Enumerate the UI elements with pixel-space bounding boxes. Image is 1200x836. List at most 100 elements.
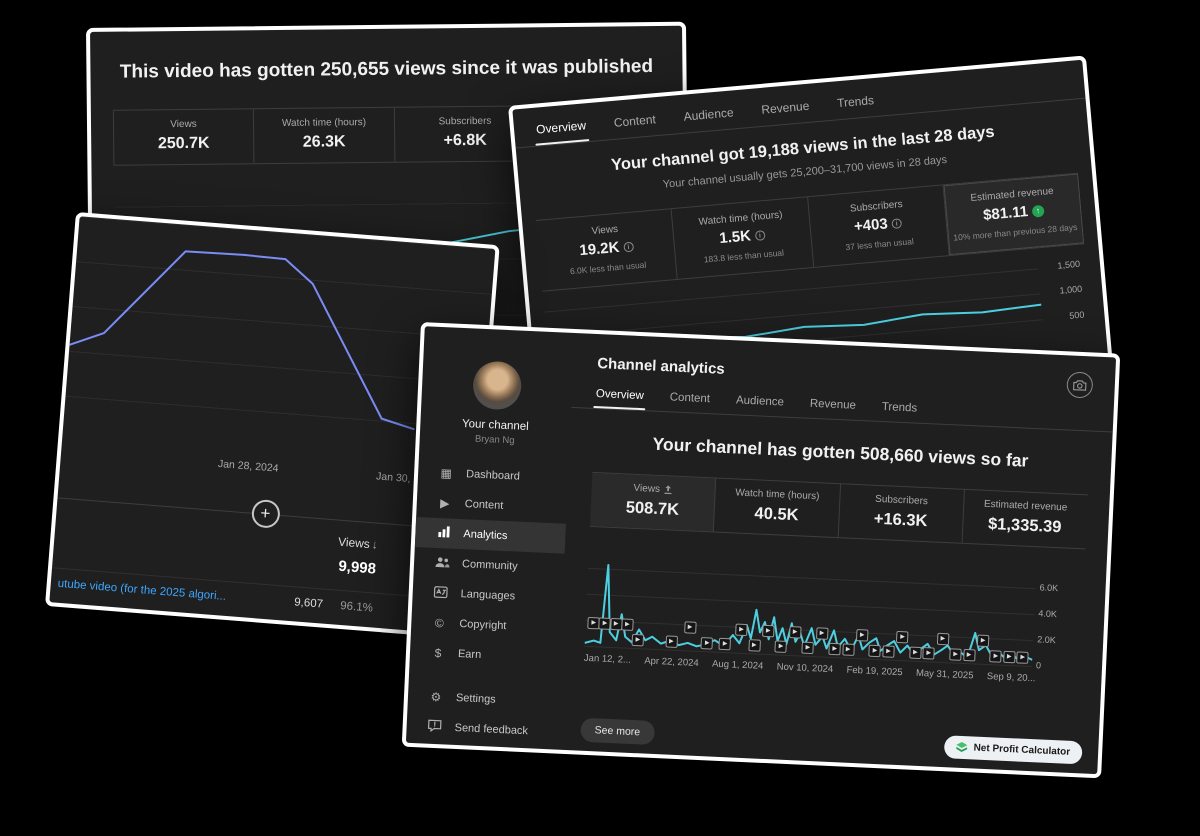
earn-icon: $ xyxy=(434,645,442,661)
video-thumbnail-marker[interactable]: ▶ xyxy=(989,650,1003,663)
y-tick: 2.0K xyxy=(1037,634,1056,646)
metric-watch-time[interactable]: Watch time (hours) 26.3K xyxy=(253,107,396,164)
x-tick: Apr 22, 2024 xyxy=(644,655,699,669)
feedback-icon xyxy=(426,719,443,736)
metric-views[interactable]: Views 508.7K xyxy=(589,472,717,532)
channel-metrics-row: Views 508.7K Watch time (hours) 40.5K Su… xyxy=(589,471,1088,550)
video-thumbnail-marker[interactable]: ▶ xyxy=(1016,651,1029,664)
metric-estimated-revenue[interactable]: Estimated revenue $81.11 ↑ 10% more than … xyxy=(943,173,1085,256)
video-thumbnail-marker[interactable]: ▶ xyxy=(896,630,909,644)
content-icon: ▶ xyxy=(439,496,450,511)
camera-icon xyxy=(1073,379,1087,391)
video-thumbnail-marker[interactable]: ▶ xyxy=(718,637,732,651)
video-thumbnail-marker[interactable]: ▶ xyxy=(801,641,815,655)
community-icon xyxy=(434,555,451,571)
video-thumbnail-marker[interactable]: ▶ xyxy=(868,644,882,658)
sort-descending-icon: ↓ xyxy=(371,537,379,552)
video-thumbnail-marker[interactable]: ▶ xyxy=(747,639,761,652)
sidebar-item-languages[interactable]: Languages xyxy=(412,577,563,614)
create-camera-button[interactable] xyxy=(1066,371,1094,399)
x-tick: Sep 9, 20... xyxy=(986,671,1036,685)
sidebar-menu: ▦ Dashboard ▶ Content Analytics Communit… xyxy=(406,457,569,748)
video-headline: This video has gotten 250,655 views sinc… xyxy=(119,56,654,83)
views-column-header[interactable]: Views↓ xyxy=(337,534,379,552)
see-more-button[interactable]: See more xyxy=(580,717,655,745)
info-icon[interactable]: i xyxy=(622,241,634,252)
y-tick: 4.0K xyxy=(1038,608,1058,620)
x-tick: Nov 10, 2024 xyxy=(776,661,834,676)
video-thumbnail-marker[interactable]: ▶ xyxy=(882,645,895,658)
video-thumbnail-marker[interactable]: ▶ xyxy=(774,640,788,653)
tab-content[interactable]: Content xyxy=(613,112,657,130)
y-tick: 0 xyxy=(1035,660,1042,671)
video-thumbnail-marker[interactable]: ▶ xyxy=(631,633,645,647)
tab-overview[interactable]: Overview xyxy=(595,388,644,410)
tab-audience[interactable]: Audience xyxy=(683,105,735,124)
metric-subscribers[interactable]: Subscribers +403 i 37 less than usual xyxy=(807,185,950,267)
tab-trends[interactable]: Trends xyxy=(836,93,875,111)
expand-chart-button[interactable]: + xyxy=(250,498,281,529)
analytics-icon xyxy=(435,525,452,542)
video-thumbnail-marker[interactable]: ▶ xyxy=(962,648,976,662)
channel-headline: Your channel has gotten 508,660 views so… xyxy=(652,433,1029,471)
metric-views[interactable]: Views 250.7K xyxy=(112,109,255,165)
video-thumbnail-marker[interactable]: ▶ xyxy=(976,634,990,648)
video-thumbnail-marker[interactable]: ▶ xyxy=(735,623,748,637)
video-thumbnail-marker[interactable]: ▶ xyxy=(621,618,634,631)
x-tick: Jan 12, 2... xyxy=(583,652,632,666)
languages-icon xyxy=(432,585,449,601)
metric-watch-time[interactable]: Watch time (hours) 40.5K xyxy=(714,478,841,538)
views-export-icon xyxy=(664,485,672,495)
video-thumbnail-marker[interactable]: ▶ xyxy=(815,627,829,640)
video-title-link[interactable]: utube video (for the 2025 algori... xyxy=(57,577,227,603)
video-thumbnail-marker[interactable]: ▶ xyxy=(762,624,775,638)
video-thumbnail-marker[interactable]: ▶ xyxy=(1003,650,1016,664)
video-thumbnail-marker[interactable]: ▶ xyxy=(856,629,869,642)
video-thumbnail-marker[interactable]: ▶ xyxy=(700,637,714,650)
sidebar-item-community[interactable]: Community xyxy=(413,547,564,584)
video-thumbnail-marker[interactable]: ▶ xyxy=(788,626,802,639)
tab-revenue[interactable]: Revenue xyxy=(809,397,857,412)
y-tick: 6.0K xyxy=(1039,582,1059,594)
info-icon[interactable]: i xyxy=(754,229,766,241)
metric-views[interactable]: Views 19.2K i 6.0K less than usual xyxy=(536,209,678,291)
tab-content[interactable]: Content xyxy=(669,391,711,406)
metric-subscribers[interactable]: Subscribers +16.3K xyxy=(838,484,965,543)
page-title: Channel analytics xyxy=(596,354,726,378)
video-table-row: utube video (for the 2025 algori... 9,60… xyxy=(49,567,468,632)
revenue-up-icon: ↑ xyxy=(1031,204,1045,218)
analytics-main: Channel analytics Overview Content Audie… xyxy=(556,333,1116,774)
y-tick: 1,500 xyxy=(1057,258,1081,271)
x-tick: Aug 1, 2024 xyxy=(711,658,764,672)
settings-gear-icon: ⚙ xyxy=(430,689,442,705)
video-thumbnail-marker[interactable]: ▶ xyxy=(936,632,950,646)
channel-avatar[interactable] xyxy=(472,360,523,411)
y-tick: 500 xyxy=(1068,309,1085,321)
video-thumbnail-marker[interactable]: ▶ xyxy=(922,647,935,660)
video-thumbnail-marker[interactable]: ▶ xyxy=(683,621,697,634)
video-thumbnail-marker[interactable]: ▶ xyxy=(841,643,855,656)
daily-views-chart xyxy=(62,216,496,474)
sidebar-item-analytics[interactable]: Analytics xyxy=(414,516,566,554)
tab-revenue[interactable]: Revenue xyxy=(760,98,810,117)
video-thumbnail-marker[interactable]: ▶ xyxy=(828,642,842,656)
row-views-value: 9,607 xyxy=(293,596,324,611)
video-thumbnail-marker[interactable]: ▶ xyxy=(949,648,962,661)
video-thumbnail-marker[interactable]: ▶ xyxy=(909,646,922,660)
net-profit-icon xyxy=(956,741,968,752)
studio-sidebar: Your channel Bryan Ng ▦ Dashboard ▶ Cont… xyxy=(406,326,575,749)
tab-overview[interactable]: Overview xyxy=(536,118,588,145)
x-tick: Feb 19, 2025 xyxy=(846,664,903,679)
metric-estimated-revenue[interactable]: Estimated revenue $1,335.39 xyxy=(983,498,1068,537)
channel-analytics-card: Your channel Bryan Ng ▦ Dashboard ▶ Cont… xyxy=(401,322,1121,779)
copyright-icon: © xyxy=(434,615,445,631)
tab-audience[interactable]: Audience xyxy=(735,394,785,409)
net-profit-calculator-badge[interactable]: Net Profit Calculator xyxy=(944,734,1083,764)
video-thumbnail-marker[interactable]: ▶ xyxy=(665,635,678,648)
tab-trends[interactable]: Trends xyxy=(881,400,918,415)
x-tick: Jan 28, 2024 xyxy=(217,457,279,475)
metric-watch-time[interactable]: Watch time (hours) 1.5K i 183.8 less than… xyxy=(671,197,814,279)
info-icon[interactable]: i xyxy=(891,217,903,229)
sidebar-item-send-feedback[interactable]: Send feedback xyxy=(406,711,557,748)
